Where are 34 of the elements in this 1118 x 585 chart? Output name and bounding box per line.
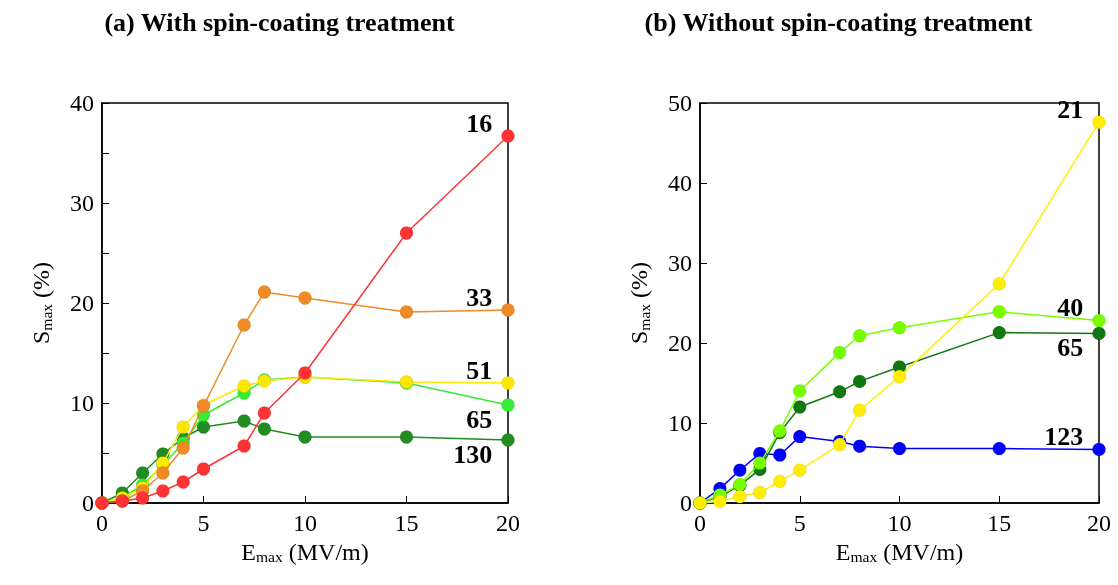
series-label: 65 — [1057, 332, 1084, 362]
y-tick-label: 0 — [82, 490, 94, 516]
x-tick-label: 15 — [394, 510, 419, 536]
x-axis-title: Emax (MV/m) — [835, 538, 964, 566]
y-tick-label: 20 — [668, 330, 692, 356]
x-tick-label: 10 — [293, 510, 317, 536]
series-label: 51 — [466, 355, 493, 385]
chart-title: (b) Without spin-coating treatment — [644, 7, 1033, 37]
y-axis-title: Smax (%) — [626, 261, 653, 345]
series-label: 33 — [466, 282, 493, 312]
chart-title: (a) With spin-coating treatment — [104, 7, 455, 37]
y-tick-label: 20 — [70, 290, 94, 316]
x-tick-label: 20 — [496, 510, 520, 536]
x-tick-label: 15 — [987, 510, 1012, 536]
y-tick-label: 50 — [668, 90, 692, 116]
x-axis-title: Emax (MV/m) — [241, 538, 369, 566]
x-tick-label: 5 — [793, 510, 806, 536]
x-tick-label: 10 — [887, 510, 912, 536]
y-tick-label: 10 — [668, 410, 692, 436]
series-label: 16 — [466, 108, 493, 138]
series-label: 21 — [1057, 94, 1084, 124]
series-label: 130 — [453, 439, 493, 469]
y-tick-label: 10 — [70, 390, 94, 416]
x-tick-label: 20 — [1087, 510, 1111, 536]
y-tick-label: 0 — [680, 490, 692, 516]
y-tick-label: 40 — [70, 90, 94, 116]
y-axis-title: Smax (%) — [28, 261, 55, 345]
series-label: 123 — [1044, 421, 1084, 451]
y-tick-label: 30 — [668, 250, 692, 276]
series-label: 65 — [466, 404, 493, 434]
series-label: 40 — [1057, 293, 1084, 323]
y-tick-label: 40 — [668, 170, 692, 196]
x-tick-label: 5 — [197, 510, 210, 536]
y-tick-label: 30 — [70, 190, 94, 216]
